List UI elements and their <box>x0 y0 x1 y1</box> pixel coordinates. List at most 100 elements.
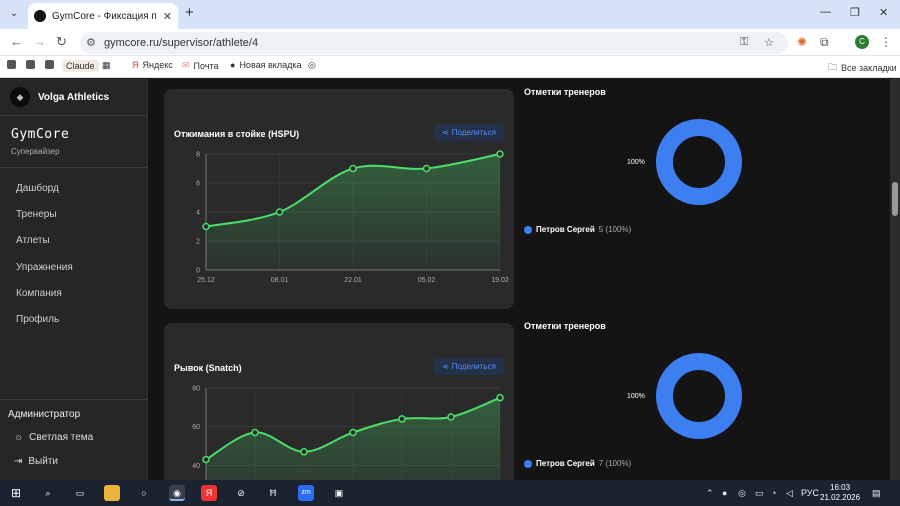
window-close-icon[interactable]: ✕ <box>879 7 889 19</box>
new-tab-icon[interactable]: + <box>185 4 194 21</box>
app-icon-3[interactable]: Ħ <box>269 488 277 498</box>
forward-icon[interactable]: → <box>33 34 46 49</box>
browser-tab[interactable]: GymCore - Фиксация прогресс ✕ <box>28 3 178 29</box>
legend-value: 5 (100%) <box>598 225 632 234</box>
donut-legend[interactable]: Петров Сергей 5 (100%) <box>524 225 631 234</box>
bookmark-newtab[interactable]: ● Новая вкладка <box>230 60 302 70</box>
bookmark-mail[interactable]: ✉ Почта <box>182 60 219 71</box>
minimize-icon[interactable]: — <box>820 6 831 18</box>
tab-search-icon[interactable]: ⌄ <box>9 8 19 19</box>
mic-icon[interactable]: ● <box>722 488 728 498</box>
app-tray-icon[interactable]: ◎ <box>738 488 746 498</box>
share-button[interactable]: ⋖ Поделиться <box>434 124 504 141</box>
sidebar-item-trainers[interactable]: Тренеры <box>16 209 57 220</box>
file-explorer-icon[interactable] <box>104 485 120 501</box>
bookmark-icon-3[interactable] <box>45 60 54 69</box>
zoom-icon[interactable]: zm <box>298 485 314 501</box>
all-bookmarks[interactable]: 🗀 Все закладки <box>828 60 897 76</box>
legend-name: Петров Сергей <box>536 459 595 468</box>
y-tick-label: 0 <box>196 268 200 275</box>
donut-legend[interactable]: Петров Сергей 7 (100%) <box>524 459 631 468</box>
x-tick-label: 22.01 <box>344 277 362 284</box>
y-tick-label: 80 <box>192 386 200 393</box>
language-indicator[interactable]: РУС <box>801 488 820 498</box>
sidebar-item-profile[interactable]: Профиль <box>16 314 60 325</box>
x-tick-label: 05.02 <box>418 277 436 284</box>
github-icon: ● <box>230 60 236 70</box>
clock-date: 21.02.2026 <box>820 493 861 502</box>
app-icon-4[interactable]: ▣ <box>334 488 344 498</box>
wifi-icon[interactable]: ◔ <box>771 488 777 498</box>
bookmarks-bar: Claude ▦ Я Яндекс ✉ Почта ● Новая вкладка ◎… <box>0 56 900 78</box>
scrollbar-thumb[interactable] <box>892 182 898 216</box>
data-point <box>422 164 431 173</box>
yandex-browser-icon[interactable]: Я <box>201 485 217 501</box>
windows-start-icon[interactable]: ⊞ <box>10 486 22 500</box>
extension-icon[interactable]: ✺ <box>797 35 808 49</box>
yandex-icon: Я <box>132 60 139 70</box>
chart-title: Рывок (Snatch) <box>174 363 242 373</box>
divider <box>0 115 148 116</box>
clock[interactable]: 16:03 21.02.2026 <box>820 483 860 503</box>
data-point <box>447 413 455 421</box>
apps-grid-icon[interactable]: ▦ <box>102 60 111 70</box>
data-point <box>202 455 210 464</box>
theme-toggle-button[interactable]: ☼ Светлая тема <box>14 432 94 443</box>
task-view-icon[interactable]: ▭ <box>75 488 85 498</box>
volume-icon[interactable]: ◁ <box>786 488 793 498</box>
sidebar-item-athletes[interactable]: Атлеты <box>16 235 50 246</box>
data-point <box>349 428 357 437</box>
donut-percent-label: 100% <box>627 159 645 166</box>
url-text: gymcore.ru/supervisor/athlete/4 <box>104 37 259 49</box>
clock-time: 16:03 <box>830 483 851 492</box>
page-scrollbar[interactable] <box>890 79 900 480</box>
bookmark-globe-icon[interactable]: ◎ <box>308 60 316 70</box>
chart-title: Отжимания в стойке (HSPU) <box>174 129 300 139</box>
notifications-icon[interactable]: ▤ <box>872 488 881 498</box>
chrome-menu-icon[interactable]: ⋮ <box>880 35 892 49</box>
sidebar-item-exercises[interactable]: Упражнения <box>16 262 73 273</box>
divider <box>0 399 148 400</box>
site-info-icon[interactable]: ⚙ <box>86 37 96 49</box>
app-icon[interactable]: ○ <box>141 488 147 498</box>
tab-close-icon[interactable]: ✕ <box>162 10 172 23</box>
brand[interactable]: ◆ Volga Athletics <box>10 87 109 107</box>
y-tick-label: 6 <box>196 181 200 188</box>
app-icon-2[interactable]: ⊘ <box>237 488 245 498</box>
data-point <box>496 150 504 158</box>
bookmark-star-icon[interactable]: ☆ <box>764 37 774 49</box>
series-area <box>206 154 500 270</box>
app-name: GymCore <box>11 127 70 142</box>
bookmark-yandex[interactable]: Я Яндекс <box>132 60 173 70</box>
extensions-puzzle-icon[interactable]: ⧉ <box>820 35 829 49</box>
y-tick-label: 40 <box>192 463 200 470</box>
y-tick-label: 60 <box>192 424 200 431</box>
x-tick-label: 08.01 <box>271 277 289 284</box>
bookmark-icon-2[interactable] <box>26 60 35 69</box>
reload-icon[interactable]: ↻ <box>56 34 67 49</box>
maximize-icon[interactable]: ❐ <box>850 7 860 19</box>
favicon-icon <box>34 10 46 22</box>
marks-title: Отметки тренеров <box>524 87 606 97</box>
y-tick-label: 2 <box>196 239 200 246</box>
url-field[interactable]: ⚙ gymcore.ru/supervisor/athlete/4 ⚿ ☆ <box>80 32 788 54</box>
bookmark-claude[interactable]: Claude <box>62 60 99 72</box>
logout-button[interactable]: ⇥ Выйти <box>14 456 58 467</box>
back-icon[interactable]: ← <box>10 34 23 49</box>
tray-chevron-icon[interactable]: ⌃ <box>706 488 714 498</box>
profile-avatar[interactable]: C <box>855 35 869 49</box>
key-icon[interactable]: ⚿ <box>740 36 749 48</box>
bookmark-icon-1[interactable] <box>7 60 16 69</box>
search-icon[interactable]: ⌕ <box>45 488 51 498</box>
windows-taskbar: ⊞ ⌕ ▭ ○ ◉ Я ⊘ Ħ zm ▣ ⌃ ● ◎ ▭ ◔ ◁ РУС 16:… <box>0 480 900 506</box>
sidebar: ◆ Volga Athletics GymCore Супервайзер Да… <box>0 79 148 480</box>
sidebar-item-dashboard[interactable]: Дашборд <box>16 183 59 194</box>
donut-chart <box>656 353 742 439</box>
sidebar-item-company[interactable]: Компания <box>16 288 62 299</box>
chrome-icon[interactable]: ◉ <box>169 485 185 501</box>
y-tick-label: 8 <box>196 152 200 159</box>
battery-icon[interactable]: ▭ <box>755 488 764 498</box>
share-icon: ⋖ <box>442 128 449 137</box>
share-button[interactable]: ⋖ Поделиться <box>434 358 504 375</box>
x-tick-label: 19.02 <box>491 277 509 284</box>
